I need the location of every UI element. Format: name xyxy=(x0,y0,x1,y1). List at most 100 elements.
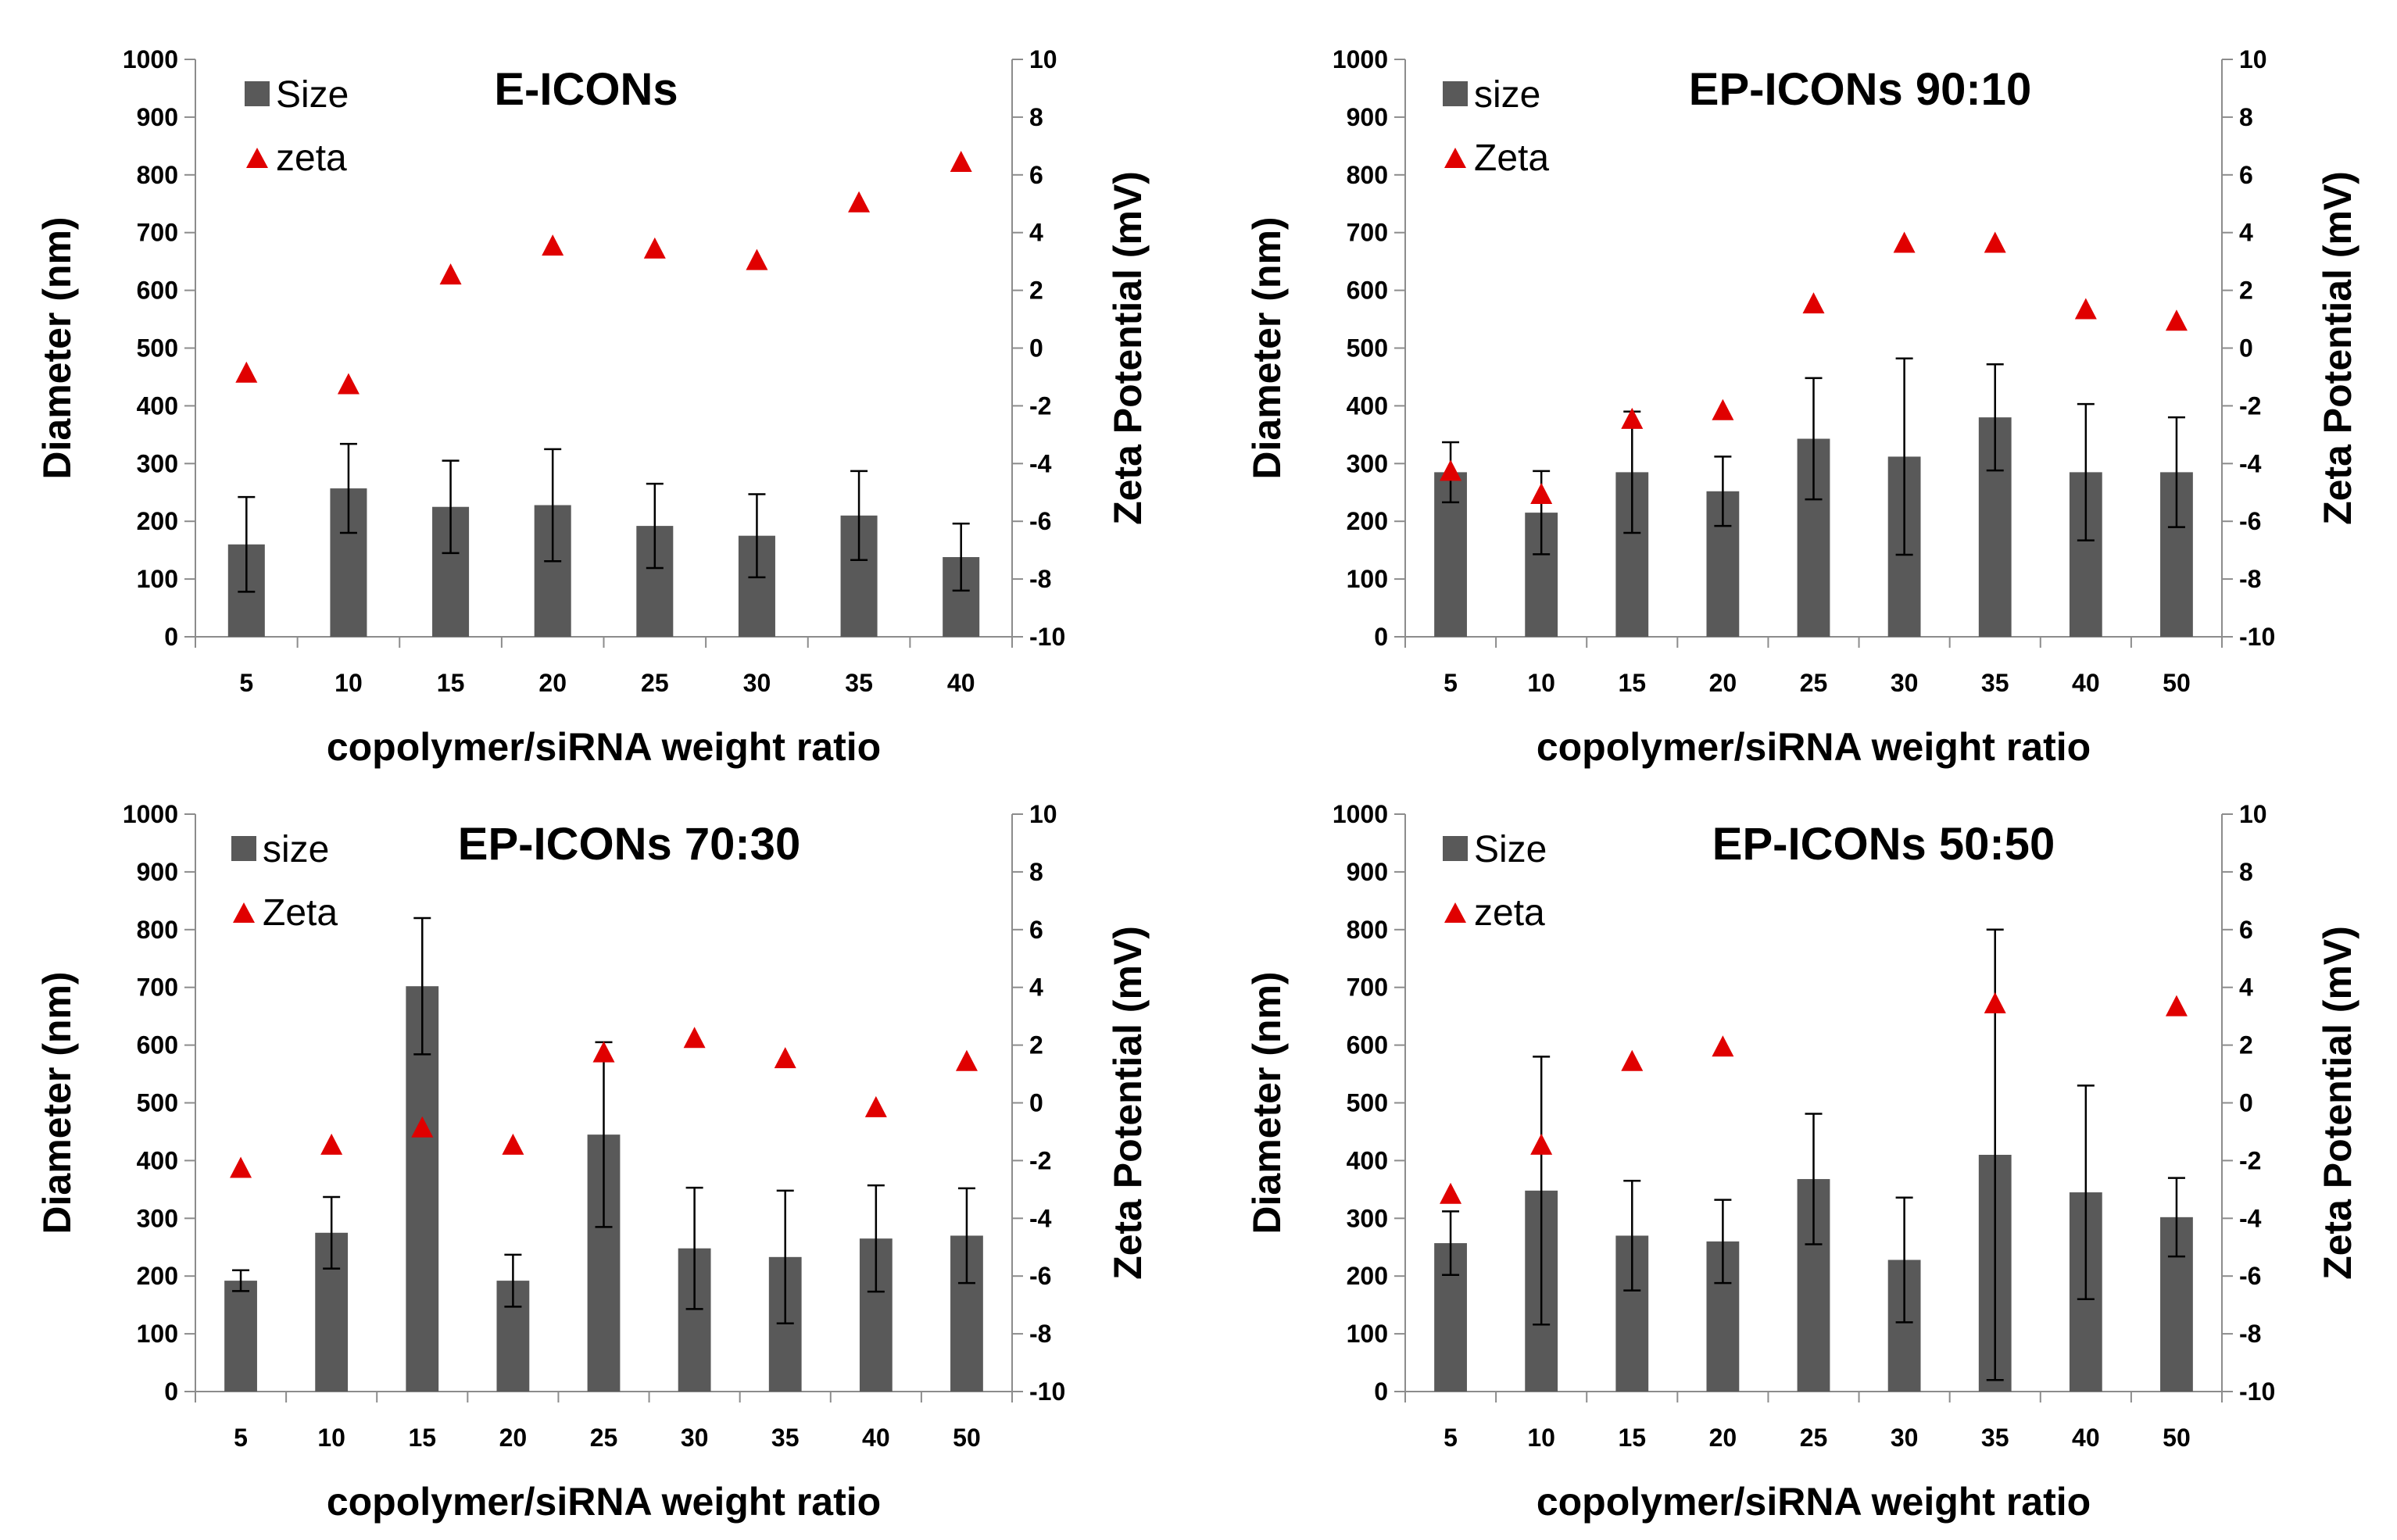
zeta-marker xyxy=(683,1027,706,1049)
y2-tick-label: 8 xyxy=(2239,858,2253,886)
y2-tick-label: 10 xyxy=(2239,800,2267,828)
y2-tick-label: 6 xyxy=(2239,916,2253,944)
y-tick-label: 900 xyxy=(1347,103,1388,131)
size-error-bar xyxy=(952,522,970,592)
y-tick-label: 200 xyxy=(137,1262,178,1290)
size-series xyxy=(227,442,980,637)
x-tick-label: 5 xyxy=(239,669,253,697)
legend-zeta-label: Zeta xyxy=(1474,138,1549,179)
zeta-marker xyxy=(1802,292,1825,314)
y-tick-label: 1000 xyxy=(1333,45,1388,73)
y-axis-title: Diameter (nm) xyxy=(35,216,79,479)
y-axis-title: Diameter (nm) xyxy=(1245,216,1289,479)
size-error-bar xyxy=(1895,357,1913,556)
x-tick-label: 30 xyxy=(1891,669,1919,697)
zeta-marker xyxy=(1621,1049,1644,1071)
legend-size-swatch xyxy=(245,81,270,106)
size-error-bar xyxy=(2167,1177,2185,1258)
legend-zeta-marker xyxy=(1444,148,1466,168)
x-tick-label: 15 xyxy=(437,669,465,697)
y-tick-label: 700 xyxy=(1347,219,1388,247)
y2-tick-label: 4 xyxy=(1029,974,1043,1002)
x-tick-label: 15 xyxy=(1618,1424,1646,1452)
x-tick-label: 15 xyxy=(408,1424,436,1452)
zeta-marker xyxy=(1712,1035,1734,1057)
size-error-bar xyxy=(957,1187,975,1285)
y2-tick-label: 4 xyxy=(2239,219,2253,247)
y-tick-label: 500 xyxy=(1347,334,1388,363)
size-error-bar xyxy=(1533,1056,1551,1326)
y2-tick-label: 0 xyxy=(2239,1089,2253,1117)
legend-size-swatch xyxy=(1443,836,1468,861)
y2-tick-label: 8 xyxy=(1029,858,1043,886)
size-series xyxy=(224,916,983,1392)
chart-panel-1: 01002003004005006007008009001000-10-8-6-… xyxy=(35,45,1150,769)
y-tick-label: 500 xyxy=(137,334,178,363)
x-tick-label: 35 xyxy=(1981,669,2009,697)
chart-title: E-ICONs xyxy=(494,64,678,115)
y-tick-label: 100 xyxy=(137,1320,178,1348)
y2-tick-label: -6 xyxy=(2239,507,2261,535)
size-error-bar xyxy=(850,470,868,561)
y-tick-label: 400 xyxy=(137,1146,178,1174)
legend: size Zeta xyxy=(1443,74,1549,179)
size-error-bar xyxy=(1623,1180,1641,1292)
y2-tick-label: 4 xyxy=(1029,219,1043,247)
x-axis-title: copolymer/siRNA weight ratio xyxy=(1537,1480,2091,1524)
y-tick-label: 900 xyxy=(1347,858,1388,886)
y-tick-label: 800 xyxy=(1347,161,1388,189)
legend-zeta-marker xyxy=(1444,902,1466,923)
x-tick-label: 5 xyxy=(1444,1424,1458,1452)
y-tick-label: 200 xyxy=(137,507,178,535)
size-error-bar xyxy=(544,448,562,563)
y-tick-label: 500 xyxy=(137,1089,178,1117)
zeta-marker xyxy=(337,373,360,395)
y-tick-label: 600 xyxy=(1347,1031,1388,1059)
y2-tick-label: 6 xyxy=(1029,916,1043,944)
y-tick-label: 400 xyxy=(1347,391,1388,420)
y-tick-label: 300 xyxy=(137,449,178,477)
y2-tick-label: -6 xyxy=(1029,507,1051,535)
y-tick-label: 1000 xyxy=(1333,800,1388,828)
y2-tick-label: -4 xyxy=(2239,1204,2262,1232)
zeta-marker xyxy=(320,1133,343,1155)
size-error-bar xyxy=(1714,1199,1732,1285)
y2-tick-label: -10 xyxy=(2239,1377,2275,1406)
y-tick-label: 0 xyxy=(1374,1377,1388,1406)
y-tick-label: 200 xyxy=(1347,507,1388,535)
zeta-series xyxy=(1440,231,2188,504)
size-error-bar xyxy=(232,1269,250,1292)
x-tick-label: 20 xyxy=(538,669,567,697)
y-tick-label: 100 xyxy=(1347,565,1388,593)
size-error-bar xyxy=(1714,456,1732,527)
zeta-marker xyxy=(2165,309,2188,331)
zeta-marker xyxy=(235,361,258,383)
y2-tick-label: 2 xyxy=(2239,277,2253,305)
zeta-series xyxy=(1440,992,2188,1204)
x-axis-title: copolymer/siRNA weight ratio xyxy=(327,725,881,769)
y2-tick-label: 10 xyxy=(2239,45,2267,73)
chart-panel-2: 01002003004005006007008009001000-10-8-6-… xyxy=(1245,45,2359,769)
y-tick-label: 700 xyxy=(137,974,178,1002)
legend-zeta-label: zeta xyxy=(276,138,347,179)
y2-tick-label: -2 xyxy=(2239,391,2261,420)
zeta-marker xyxy=(1712,398,1734,420)
y-tick-label: 300 xyxy=(137,1204,178,1232)
y2-tick-label: 2 xyxy=(1029,1031,1043,1059)
y-axis-title: Diameter (nm) xyxy=(1245,971,1289,1234)
y-tick-label: 0 xyxy=(1374,623,1388,651)
size-error-bar xyxy=(1442,1210,1460,1276)
x-tick-label: 25 xyxy=(641,669,669,697)
legend-zeta-marker xyxy=(246,148,268,168)
y2-tick-label: -4 xyxy=(2239,449,2262,477)
y-tick-label: 700 xyxy=(1347,974,1388,1002)
zeta-marker xyxy=(1984,231,2006,253)
y2-axis-title: Zeta Potential (mV) xyxy=(2316,171,2359,525)
x-tick-label: 20 xyxy=(499,1424,528,1452)
size-error-bar xyxy=(646,482,664,570)
zeta-marker xyxy=(1530,1133,1553,1155)
zeta-marker xyxy=(955,1049,978,1071)
axes: 01002003004005006007008009001000-10-8-6-… xyxy=(123,45,1065,697)
legend: Size zeta xyxy=(245,74,349,179)
